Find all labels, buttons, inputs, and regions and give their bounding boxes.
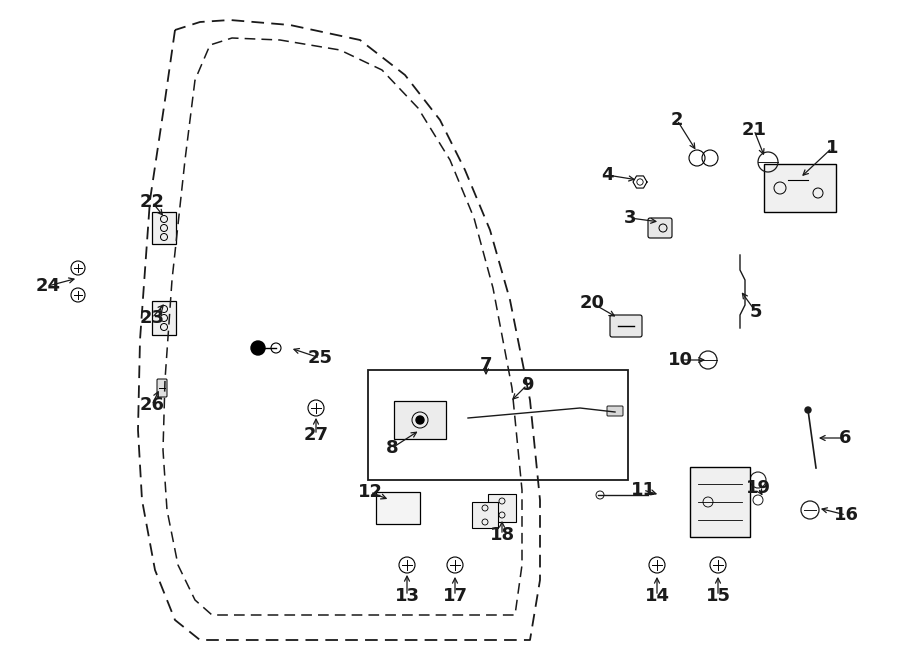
Text: 6: 6 <box>839 429 851 447</box>
FancyBboxPatch shape <box>157 379 167 397</box>
Text: 24: 24 <box>35 277 60 295</box>
Text: 18: 18 <box>490 526 515 544</box>
Text: 1: 1 <box>826 139 838 157</box>
Bar <box>488 494 516 522</box>
Text: 23: 23 <box>140 309 165 327</box>
Text: 14: 14 <box>644 587 670 605</box>
Text: 21: 21 <box>742 121 767 139</box>
Text: 17: 17 <box>443 587 467 605</box>
Text: 8: 8 <box>386 439 399 457</box>
Text: 12: 12 <box>357 483 382 501</box>
Text: 3: 3 <box>624 209 636 227</box>
Bar <box>376 492 420 524</box>
Text: 20: 20 <box>580 294 605 312</box>
FancyBboxPatch shape <box>610 315 642 337</box>
Text: 7: 7 <box>480 356 492 374</box>
Text: 19: 19 <box>745 479 770 497</box>
Text: 27: 27 <box>303 426 328 444</box>
Text: 10: 10 <box>668 351 692 369</box>
Text: 13: 13 <box>394 587 419 605</box>
Bar <box>764 164 836 212</box>
Bar <box>368 370 628 480</box>
Circle shape <box>805 407 811 413</box>
Circle shape <box>251 341 265 355</box>
Text: 4: 4 <box>601 166 613 184</box>
Bar <box>394 401 446 439</box>
Text: 11: 11 <box>631 481 655 499</box>
Circle shape <box>416 416 424 424</box>
Text: 15: 15 <box>706 587 731 605</box>
Text: 16: 16 <box>833 506 859 524</box>
Bar <box>152 301 176 335</box>
Bar <box>152 212 176 244</box>
Text: 5: 5 <box>750 303 762 321</box>
Text: 9: 9 <box>521 376 533 394</box>
FancyBboxPatch shape <box>607 406 623 416</box>
Text: 25: 25 <box>308 349 332 367</box>
Text: 22: 22 <box>140 193 165 211</box>
Bar <box>472 502 498 528</box>
Text: 2: 2 <box>670 111 683 129</box>
Text: 26: 26 <box>140 396 165 414</box>
Bar <box>690 467 750 537</box>
FancyBboxPatch shape <box>648 218 672 238</box>
